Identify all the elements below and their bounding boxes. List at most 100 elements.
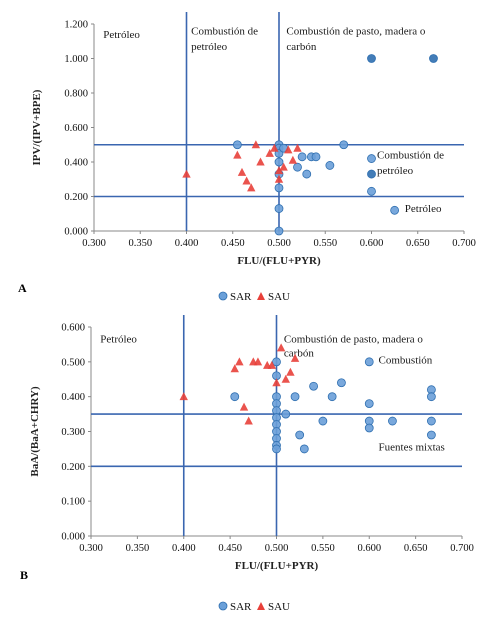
- data-point-sar: [295, 430, 305, 440]
- y-tick-label: 0.300: [61, 427, 85, 438]
- data-point-sar: [311, 152, 321, 162]
- data-point-sar: [293, 162, 302, 172]
- x-tick-label: 0.300: [82, 238, 106, 249]
- region-label: Combustión de: [191, 25, 258, 37]
- data-point-sar: [364, 357, 374, 367]
- x-tick-label: 0.700: [452, 238, 476, 249]
- data-point-sau: [239, 402, 249, 411]
- data-point-sau: [276, 343, 286, 352]
- y-tick-label: 0.800: [64, 89, 88, 100]
- data-point-sau: [274, 166, 284, 175]
- y-tick-label: 0.000: [61, 532, 85, 543]
- data-point-sar: [309, 381, 319, 391]
- y-axis-title: BaA/(BaA+CHRY): [29, 386, 41, 477]
- data-point-sau: [267, 360, 277, 369]
- region-label: Combustión: [379, 355, 433, 367]
- x-axis-title: FLU/(FLU+PYR): [235, 560, 319, 572]
- data-point-sar: [426, 416, 436, 426]
- y-tick-label: 0.500: [61, 357, 85, 368]
- legend-a: SAR SAU: [218, 291, 290, 303]
- x-tick-label: 0.350: [128, 238, 152, 249]
- data-point-sar: [274, 204, 284, 213]
- data-point-sau: [284, 145, 293, 154]
- y-tick-label: 1.200: [64, 20, 88, 31]
- legend-sar-marker: [218, 601, 228, 611]
- data-point-sar: [364, 399, 374, 409]
- data-point-sar: [290, 392, 300, 402]
- data-point-sar: [274, 226, 284, 236]
- y-tick-label: 0.400: [64, 158, 88, 169]
- data-point-sau: [290, 353, 300, 362]
- data-point-sar: [230, 392, 240, 402]
- data-point-sar: [367, 169, 376, 179]
- y-tick-label: 0.600: [64, 123, 88, 134]
- data-point-sar: [274, 157, 284, 167]
- x-tick-label: 0.450: [218, 543, 242, 554]
- x-tick-label: 0.650: [404, 543, 428, 554]
- data-point-sau: [281, 374, 290, 383]
- data-point-sar: [281, 409, 291, 419]
- panel-letter-a: A: [18, 281, 27, 295]
- x-tick-label: 0.600: [357, 543, 381, 554]
- data-point-sar: [272, 357, 281, 367]
- x-tick-label: 0.550: [311, 543, 335, 554]
- x-tick-label: 0.500: [267, 238, 291, 249]
- legend-b: SAR SAU: [218, 601, 290, 613]
- data-point-sau: [237, 167, 247, 176]
- region-label: Petróleo: [100, 334, 137, 346]
- region-label: Combustión de pasto, madera o: [284, 334, 424, 346]
- x-tick-label: 0.400: [172, 543, 196, 554]
- data-point-sar: [429, 54, 438, 63]
- data-point-sau: [247, 183, 256, 192]
- y-tick-label: 0.200: [61, 462, 85, 473]
- data-point-sar: [339, 140, 349, 150]
- legend-sar-label: SAR: [230, 291, 252, 303]
- x-tick-label: 0.500: [265, 543, 289, 554]
- data-point-sar: [364, 423, 374, 433]
- data-point-sar: [272, 444, 281, 454]
- data-point-sar: [327, 392, 337, 402]
- legend-sau-marker: [257, 602, 265, 610]
- data-point-sar: [367, 54, 376, 63]
- y-axis-title: IPV/(IPV+BPE): [31, 89, 43, 165]
- data-point-sar: [325, 161, 335, 170]
- region-label: Fuentes mixtas: [379, 442, 445, 454]
- legend-sar-label: SAR: [230, 601, 252, 613]
- x-tick-label: 0.550: [313, 238, 337, 249]
- data-point-sar: [299, 444, 309, 454]
- x-axis-title: FLU/(FLU+PYR): [237, 255, 321, 267]
- x-tick-label: 0.400: [175, 238, 199, 249]
- y-tick-label: 0.000: [64, 227, 88, 238]
- region-label: carbón: [284, 348, 314, 360]
- data-point-sau: [256, 157, 265, 166]
- data-point-sar: [426, 392, 436, 402]
- data-point-sar: [367, 154, 376, 163]
- data-point-sar: [297, 152, 307, 162]
- region-label: Combustión de: [377, 150, 444, 162]
- data-point-sau: [242, 176, 251, 185]
- data-point-sar: [274, 183, 284, 193]
- data-point-sau: [253, 357, 263, 366]
- x-tick-label: 0.350: [126, 543, 150, 554]
- data-point-sau: [272, 378, 281, 387]
- data-point-sau: [293, 143, 302, 152]
- data-point-sau: [230, 364, 239, 373]
- panel-letter-b: B: [20, 568, 28, 582]
- legend-sau-marker: [257, 292, 265, 300]
- data-point-sau: [244, 416, 253, 425]
- data-point-sau: [288, 155, 298, 164]
- y-tick-label: 0.400: [61, 392, 85, 403]
- y-tick-label: 0.100: [61, 497, 85, 508]
- data-point-sau: [279, 162, 288, 171]
- chart-panel-b: 0.000 0.100 0.200 0.300 0.400 0.500 0.600 0.300…: [29, 315, 474, 572]
- y-tick-label: 0.200: [64, 192, 88, 203]
- data-point-sar: [390, 205, 400, 215]
- legend-sar-marker: [218, 291, 228, 301]
- region-label: Petróleo: [103, 29, 140, 41]
- data-point-sau: [265, 148, 274, 157]
- x-tick-label: 0.450: [221, 238, 245, 249]
- data-point-sar: [337, 378, 346, 388]
- legend-sau-label: SAU: [268, 291, 290, 303]
- x-tick-label: 0.700: [450, 543, 474, 554]
